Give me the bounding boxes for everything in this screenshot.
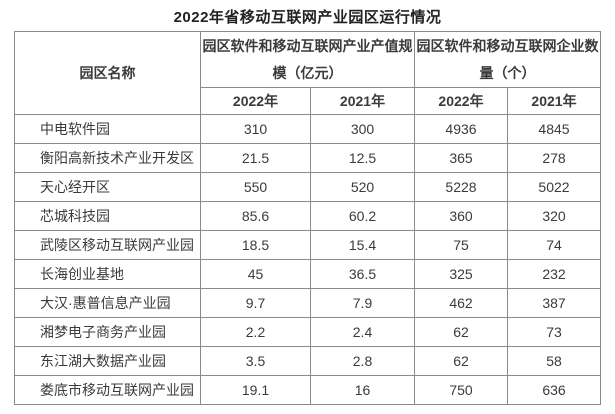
header-year-row: 2022年 2021年 2022年 2021年 [15,87,601,115]
value-cell: 21.5 [200,143,311,173]
value-cell: 45 [200,259,311,289]
value-cell: 73 [507,317,601,347]
value-cell: 19.1 [200,375,311,405]
park-name-cell: 中电软件园 [14,114,201,144]
value-cell: 462 [414,288,508,318]
group-header-output-scale: 园区软件和移动互联网产业产值规模（亿元） [200,31,415,88]
park-name-header: 园区名称 [14,31,201,115]
header-group-row: 园区名称 园区软件和移动互联网产业产值规模（亿元） 园区软件和移动互联网企业数量… [14,31,601,115]
table-row: 娄底市移动互联网产业园 19.1 16 750 636 [14,375,601,405]
table-row: 中电软件园 310 300 4936 4845 [14,114,601,144]
value-cell: 2.8 [310,346,415,376]
year-header: 2022年 [414,87,508,115]
park-name-cell: 娄底市移动互联网产业园 [14,375,201,405]
value-cell: 278 [507,143,601,173]
year-header: 2021年 [507,87,601,115]
value-cell: 300 [310,114,415,144]
value-cell: 7.9 [310,288,415,318]
value-cell: 320 [507,201,601,231]
year-header: 2022年 [200,87,311,115]
value-cell: 387 [507,288,601,318]
value-cell: 36.5 [310,259,415,289]
value-cell: 232 [507,259,601,289]
value-cell: 75 [414,230,508,260]
value-cell: 5022 [507,172,601,202]
value-cell: 4936 [414,114,508,144]
value-cell: 85.6 [200,201,311,231]
value-cell: 18.5 [200,230,311,260]
park-name-cell: 天心经开区 [14,172,201,202]
table-row: 东江湖大数据产业园 3.5 2.8 62 58 [14,346,601,376]
value-cell: 12.5 [310,143,415,173]
table-row: 天心经开区 550 520 5228 5022 [14,172,601,202]
value-cell: 62 [414,317,508,347]
park-name-cell: 长海创业基地 [14,259,201,289]
table-row: 湘梦电子商务产业园 2.2 2.4 62 73 [14,317,601,347]
value-cell: 550 [200,172,311,202]
group-header-enterprise-count: 园区软件和移动互联网企业数量（个） [414,31,601,88]
value-cell: 4845 [507,114,601,144]
value-cell: 310 [200,114,311,144]
value-cell: 9.7 [200,288,311,318]
park-name-cell: 武陵区移动互联网产业园 [14,230,201,260]
table-row: 武陵区移动互联网产业园 18.5 15.4 75 74 [14,230,601,260]
value-cell: 360 [414,201,508,231]
value-cell: 520 [310,172,415,202]
value-cell: 325 [414,259,508,289]
park-name-cell: 衡阳高新技术产业开发区 [14,143,201,173]
page-title: 2022年省移动互联网产业园区运行情况 [173,9,442,26]
value-cell: 74 [507,230,601,260]
value-cell: 750 [414,375,508,405]
table-row: 长海创业基地 45 36.5 325 232 [14,259,601,289]
park-name-cell: 东江湖大数据产业园 [14,346,201,376]
table-row: 衡阳高新技术产业开发区 21.5 12.5 365 278 [14,143,601,173]
table-row: 大汉·惠普信息产业园 9.7 7.9 462 387 [14,288,601,318]
value-cell: 2.2 [200,317,311,347]
park-name-cell: 芯城科技园 [14,201,201,231]
park-name-cell: 大汉·惠普信息产业园 [14,288,201,318]
value-cell: 58 [507,346,601,376]
value-cell: 60.2 [310,201,415,231]
value-cell: 5228 [414,172,508,202]
table-row: 芯城科技园 85.6 60.2 360 320 [14,201,601,231]
value-cell: 15.4 [310,230,415,260]
value-cell: 365 [414,143,508,173]
value-cell: 2.4 [310,317,415,347]
value-cell: 16 [310,375,415,405]
value-cell: 62 [414,346,508,376]
value-cell: 3.5 [200,346,311,376]
park-name-cell: 湘梦电子商务产业园 [14,317,201,347]
value-cell: 636 [507,375,601,405]
year-header: 2021年 [310,87,415,115]
industry-park-table: 园区名称 园区软件和移动互联网产业产值规模（亿元） 园区软件和移动互联网企业数量… [14,31,601,405]
